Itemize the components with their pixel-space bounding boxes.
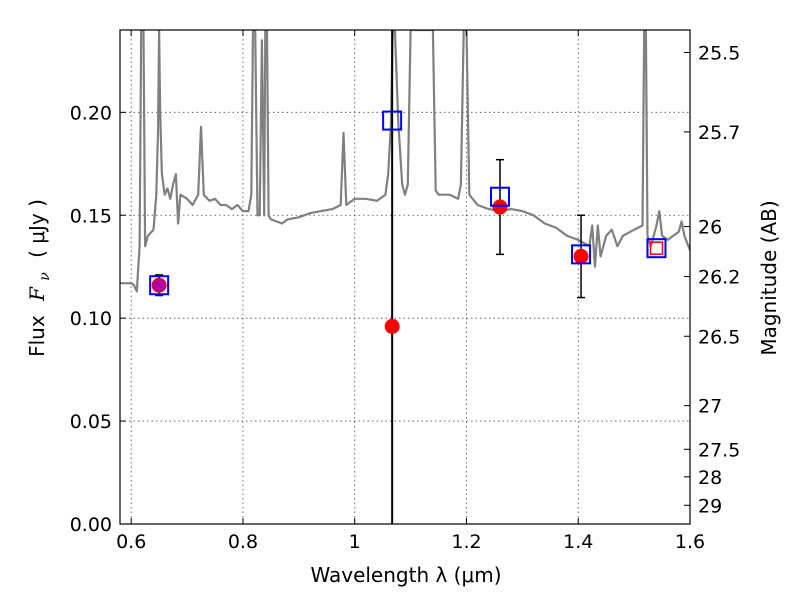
model-point — [646, 238, 667, 259]
x-tick-label: 1.4 — [563, 531, 593, 553]
x-tick-label: 1 — [349, 531, 361, 553]
y-tick-label: 0.20 — [70, 102, 112, 124]
model-point-inner — [649, 241, 664, 255]
x-tick-label: 1.2 — [451, 531, 481, 553]
plot-layer — [120, 30, 690, 524]
model-point — [490, 186, 510, 207]
mag-tick-label: 28 — [698, 467, 722, 489]
mag-tick-label: 29 — [698, 495, 722, 517]
y-axis-title: Flux F ν ( μJy ) — [25, 199, 54, 357]
mag-tick-label: 25.7 — [698, 122, 740, 144]
x-tick-label: 1.6 — [675, 531, 705, 553]
mag-tick-label: 26 — [698, 217, 722, 239]
model-point — [382, 110, 403, 131]
y-axis-title-prefix: Flux — [25, 315, 49, 357]
plot-frame — [119, 29, 691, 525]
y-axis-title-subscript: ν — [37, 272, 53, 281]
mag-tick-label: 27 — [698, 396, 722, 418]
y-tick-label: 0.00 — [70, 514, 112, 536]
overlap-point — [152, 278, 166, 292]
model-sed-line — [120, 30, 690, 293]
x-axis-title: Wavelength λ (μm) — [310, 563, 501, 587]
observed-point — [573, 248, 589, 264]
y-tick-label: 0.10 — [70, 308, 112, 330]
x-tick-label: 0.8 — [228, 531, 258, 553]
observed-point — [384, 318, 400, 334]
mag-tick-label: 26.5 — [698, 326, 740, 348]
y-tick-label: 0.05 — [70, 411, 112, 433]
y-tick-label: 0.15 — [70, 205, 112, 227]
y2-axis-title: Magnitude (AB) — [757, 200, 781, 355]
grid-layer — [120, 30, 691, 525]
mag-tick-label: 27.5 — [698, 439, 740, 461]
model-point — [571, 244, 592, 265]
tick-layer: 0.6 0.8 1 1.2 1.4 1.6 0.00 0.05 0.10 0.15 0.20 25.5… — [70, 30, 740, 553]
observed-point — [492, 199, 508, 215]
x-tick-label: 0.6 — [116, 531, 146, 553]
y-axis-title-symbol: F — [25, 286, 49, 302]
mag-tick-label: 26.2 — [698, 267, 740, 289]
mag-tick-label: 25.5 — [698, 42, 740, 64]
model-point — [149, 275, 170, 296]
y-axis-title-unit: ( μJy ) — [25, 199, 49, 258]
